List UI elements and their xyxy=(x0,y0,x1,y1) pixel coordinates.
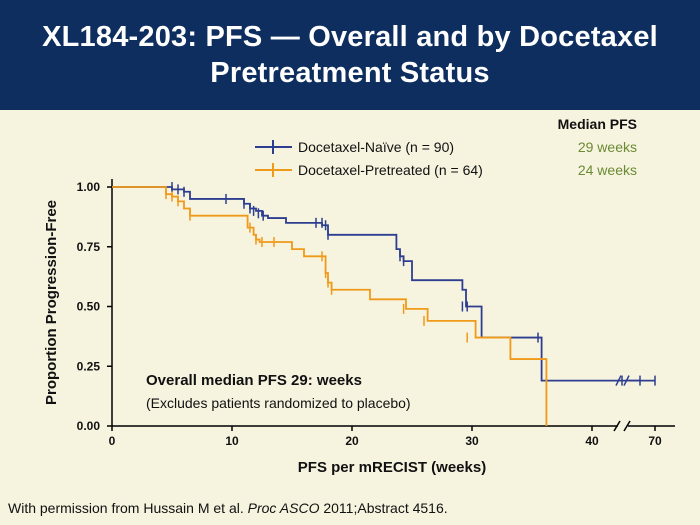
title-band: XL184-203: PFS — Overall and by Docetaxe… xyxy=(0,0,700,110)
legend-median-value: 24 weeks xyxy=(578,162,637,178)
series-break-mark xyxy=(615,375,622,386)
legend-median-header: Median PFS xyxy=(558,116,637,132)
series-line-2 xyxy=(112,186,548,426)
y-tick-label: 0.50 xyxy=(77,300,101,314)
x-tick-label: 40 xyxy=(585,434,599,448)
y-tick-label: 0.75 xyxy=(77,240,101,254)
x-tick-label: 0 xyxy=(109,434,116,448)
legend-median-value: 29 weeks xyxy=(578,139,637,155)
citation-prefix: With permission from Hussain M et al. xyxy=(8,500,248,516)
y-tick-label: 1.00 xyxy=(77,180,101,194)
citation-footer: With permission from Hussain M et al. Pr… xyxy=(8,500,448,516)
y-tick-label: 0.25 xyxy=(77,359,101,373)
x-axis-title: PFS per mRECIST (weeks) xyxy=(298,459,486,476)
citation-journal: Proc ASCO xyxy=(247,500,320,516)
y-tick-label: 0.00 xyxy=(77,419,101,433)
series-break-mark xyxy=(623,375,630,386)
legend-entry-label: Docetaxel-Naïve (n = 90) xyxy=(298,139,454,155)
slide-title: XL184-203: PFS — Overall and by Docetaxe… xyxy=(42,21,658,89)
citation-suffix: 2011;Abstract 4516. xyxy=(319,500,448,516)
x-tick-label: 10 xyxy=(225,434,239,448)
x-tick-label: 20 xyxy=(345,434,359,448)
annotation-overall-median: Overall median PFS 29: weeks xyxy=(146,372,362,389)
annotation-note: (Excludes patients randomized to placebo… xyxy=(146,395,411,411)
axis-break-mark xyxy=(623,420,631,432)
km-chart: 0.00 0.25 0.50 0.75 1.00 0 10 20 30 40 70 PFS per m… xyxy=(43,116,675,476)
y-axis-title: Proportion Progression-Free xyxy=(43,200,60,405)
legend-entry-label: Docetaxel-Pretreated (n = 64) xyxy=(298,162,483,178)
x-tick-label: 70 xyxy=(648,434,662,448)
axis-break-mark xyxy=(613,420,621,432)
x-tick-label: 30 xyxy=(465,434,479,448)
